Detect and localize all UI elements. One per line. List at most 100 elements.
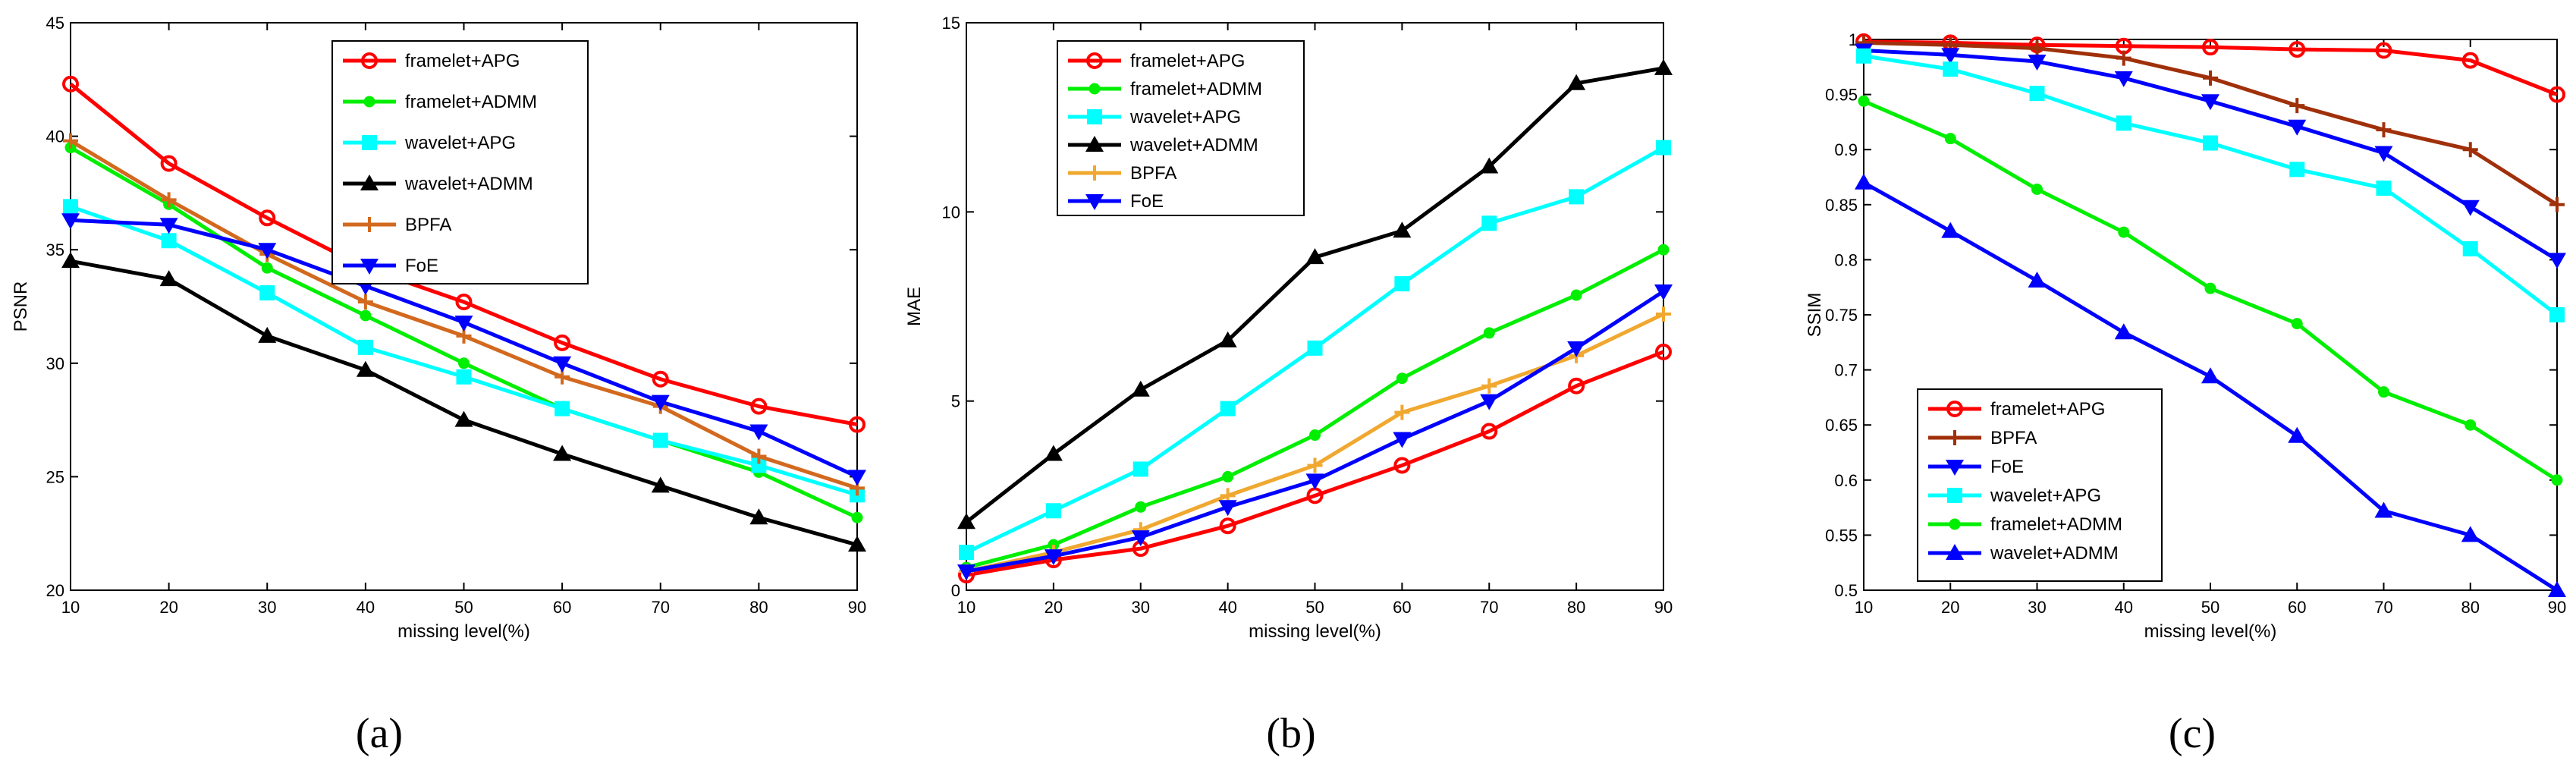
legend-swatch-marker bbox=[360, 174, 379, 190]
figure-caption: (b) bbox=[1266, 710, 1315, 757]
data-point bbox=[2288, 426, 2307, 443]
x-tick-label: 70 bbox=[652, 598, 670, 617]
y-tick-label: 20 bbox=[46, 581, 64, 600]
data-point bbox=[1654, 58, 1673, 75]
x-tick-label: 60 bbox=[1393, 598, 1411, 617]
y-tick-label: 0.8 bbox=[1834, 250, 1858, 269]
legend-label: framelet+APG bbox=[1990, 399, 2105, 420]
x-tick-label: 20 bbox=[159, 598, 177, 617]
x-tick-label: 20 bbox=[1941, 598, 1959, 617]
y-tick-label: 0.9 bbox=[1834, 140, 1858, 159]
data-point bbox=[957, 513, 975, 530]
series-line bbox=[966, 350, 1664, 577]
data-point bbox=[1481, 423, 1498, 440]
y-tick-label: 0.65 bbox=[1825, 416, 1858, 435]
data-point bbox=[1135, 501, 1147, 513]
data-point bbox=[2374, 146, 2393, 162]
data-point bbox=[2374, 501, 2393, 518]
data-point bbox=[957, 564, 975, 581]
data-point bbox=[2462, 240, 2478, 256]
data-point bbox=[2549, 86, 2565, 103]
data-point bbox=[160, 155, 177, 172]
legend-swatch-marker bbox=[1947, 430, 1962, 445]
legend-label: framelet+ADMM bbox=[1130, 79, 1262, 99]
data-point bbox=[360, 310, 372, 322]
figure-caption: (a) bbox=[356, 710, 403, 757]
data-point bbox=[1569, 189, 1585, 205]
data-point bbox=[2551, 474, 2563, 486]
data-point bbox=[456, 369, 472, 385]
y-tick-label: 0.85 bbox=[1825, 196, 1858, 215]
x-tick-label: 40 bbox=[357, 598, 375, 617]
data-point bbox=[458, 357, 470, 369]
data-point bbox=[1305, 248, 1324, 265]
legend-label: wavelet+ADMM bbox=[1990, 543, 2119, 564]
data-point bbox=[1393, 457, 1411, 474]
legend-swatch-marker bbox=[1949, 518, 1961, 530]
data-point bbox=[258, 243, 277, 259]
data-point bbox=[454, 410, 473, 427]
legend-label: framelet+APG bbox=[1130, 51, 1245, 71]
data-point bbox=[356, 360, 375, 377]
legend-label: framelet+APG bbox=[405, 51, 520, 71]
data-point bbox=[2288, 119, 2307, 136]
series-framelet+APG bbox=[62, 75, 865, 433]
data-point bbox=[2291, 318, 2303, 330]
legend-label: wavelet+APG bbox=[404, 133, 516, 153]
data-point bbox=[1570, 289, 1582, 301]
series-BPFA bbox=[1856, 35, 2565, 212]
legend-swatch-marker bbox=[1089, 83, 1101, 95]
y-tick-label: 30 bbox=[46, 354, 64, 373]
data-point bbox=[848, 470, 866, 486]
x-tick-label: 70 bbox=[1480, 598, 1498, 617]
data-point bbox=[2375, 42, 2392, 59]
x-tick-label: 60 bbox=[2288, 598, 2306, 617]
data-point bbox=[1305, 473, 1324, 490]
data-point bbox=[455, 294, 473, 311]
data-point bbox=[2203, 70, 2218, 86]
legend-label: BPFA bbox=[1130, 163, 1176, 184]
data-point bbox=[1220, 401, 1236, 416]
series-wavelet+ADMM bbox=[957, 58, 1673, 530]
y-axis-label: MAE bbox=[904, 287, 925, 326]
legend-swatch-marker bbox=[1946, 460, 1964, 476]
x-axis-label: missing level(%) bbox=[2144, 621, 2277, 642]
data-point bbox=[1858, 95, 1870, 107]
data-point bbox=[1483, 327, 1495, 339]
legend-swatch-marker bbox=[1947, 488, 1962, 503]
data-point bbox=[1393, 222, 1412, 238]
data-point bbox=[161, 233, 177, 249]
y-tick-label: 0.7 bbox=[1834, 361, 1858, 380]
x-tick-label: 80 bbox=[1567, 598, 1585, 617]
x-tick-label: 50 bbox=[1305, 598, 1324, 617]
data-point bbox=[2289, 41, 2306, 58]
chart-panel-3: 10 20 30 40 50 60 70 80 90 0.5 0.55 0.6 0.65 0.7 0.75 0… bbox=[1805, 30, 2566, 757]
y-tick-label: 0.6 bbox=[1834, 471, 1858, 490]
data-point bbox=[2289, 162, 2305, 178]
x-tick-label: 90 bbox=[848, 598, 866, 617]
data-point bbox=[2201, 94, 2219, 111]
data-point bbox=[259, 285, 275, 301]
data-point bbox=[1218, 331, 1237, 347]
data-point bbox=[454, 315, 473, 332]
legend-swatch-marker bbox=[1086, 52, 1103, 69]
y-tick-label: 0.55 bbox=[1825, 526, 1858, 545]
data-point bbox=[1568, 377, 1585, 394]
x-tick-label: 20 bbox=[1045, 598, 1063, 617]
x-tick-label: 10 bbox=[957, 598, 975, 617]
data-point bbox=[2028, 55, 2047, 71]
series-wavelet+APG bbox=[1856, 48, 2565, 322]
y-tick-label: 25 bbox=[46, 467, 64, 486]
data-point bbox=[2116, 115, 2131, 131]
data-point bbox=[1481, 378, 1497, 394]
legend-label: wavelet+APG bbox=[1990, 486, 2101, 506]
data-point bbox=[1393, 432, 1412, 448]
legend-label: BPFA bbox=[1990, 428, 2037, 448]
data-point bbox=[2464, 419, 2477, 431]
data-point bbox=[1396, 372, 1408, 385]
data-point bbox=[1394, 404, 1410, 420]
data-point bbox=[258, 326, 277, 343]
data-point bbox=[2204, 282, 2216, 294]
data-point bbox=[651, 394, 670, 411]
